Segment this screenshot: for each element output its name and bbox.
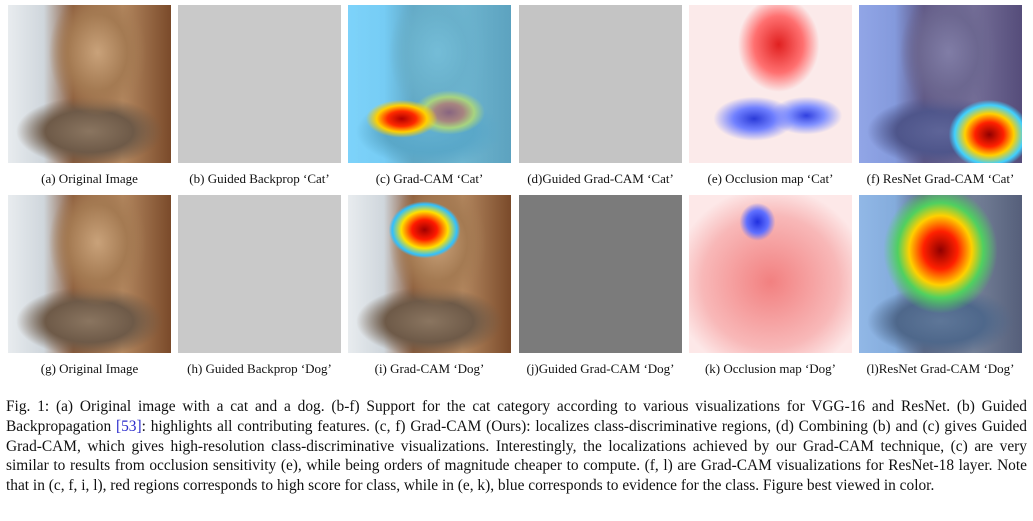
panel-image bbox=[348, 195, 511, 353]
heatmap-overlay bbox=[859, 5, 1022, 163]
panel-caption: (f) ResNet Grad-CAM ‘Cat’ bbox=[866, 171, 1015, 186]
panel-image bbox=[519, 195, 682, 353]
panel-caption: (h) Guided Backprop ‘Dog’ bbox=[187, 361, 332, 376]
panel-caption: (b) Guided Backprop ‘Cat’ bbox=[189, 171, 330, 186]
panel-caption: (l)ResNet Grad-CAM ‘Dog’ bbox=[866, 361, 1015, 376]
panel-caption: (g) Original Image bbox=[40, 361, 139, 376]
panel: (c) Grad-CAM ‘Cat’ bbox=[348, 5, 511, 187]
panel: (e) Occlusion map ‘Cat’ bbox=[689, 5, 852, 187]
panel-image bbox=[178, 195, 341, 353]
citation-link[interactable]: [53] bbox=[115, 417, 142, 435]
panel-caption: (d)Guided Grad-CAM ‘Cat’ bbox=[527, 171, 674, 186]
panel-image bbox=[859, 5, 1022, 163]
caption-text: Fig. 1: (a) Original image with a cat an… bbox=[6, 398, 1027, 435]
figure-caption: Fig. 1: (a) Original image with a cat an… bbox=[6, 397, 1027, 495]
panel-caption: (j)Guided Grad-CAM ‘Dog’ bbox=[526, 361, 675, 376]
heatmap-overlay bbox=[348, 195, 511, 353]
panel: (j)Guided Grad-CAM ‘Dog’ bbox=[519, 195, 682, 377]
panel-caption: (c) Grad-CAM ‘Cat’ bbox=[375, 171, 484, 186]
panel-caption: (a) Original Image bbox=[41, 171, 138, 186]
panel: (f) ResNet Grad-CAM ‘Cat’ bbox=[859, 5, 1022, 187]
panel: (k) Occlusion map ‘Dog’ bbox=[689, 195, 852, 377]
panel-caption: (i) Grad-CAM ‘Dog’ bbox=[374, 361, 485, 376]
panel-caption: (k) Occlusion map ‘Dog’ bbox=[704, 361, 837, 376]
panel: (d)Guided Grad-CAM ‘Cat’ bbox=[519, 5, 682, 187]
panel: (b) Guided Backprop ‘Cat’ bbox=[178, 5, 341, 187]
panel-caption: (e) Occlusion map ‘Cat’ bbox=[707, 171, 834, 186]
heatmap-overlay bbox=[348, 5, 511, 163]
panel-image bbox=[519, 5, 682, 163]
heatmap-overlay bbox=[859, 195, 1022, 353]
panel: (g) Original Image bbox=[8, 195, 171, 377]
panel: (l)ResNet Grad-CAM ‘Dog’ bbox=[859, 195, 1022, 377]
panel: (i) Grad-CAM ‘Dog’ bbox=[348, 195, 511, 377]
caption-text: : highlights all contributing features. … bbox=[6, 417, 1027, 494]
panel-image bbox=[689, 195, 852, 353]
panel: (a) Original Image bbox=[8, 5, 171, 187]
panel-image bbox=[859, 195, 1022, 353]
panel-image bbox=[689, 5, 852, 163]
panel: (h) Guided Backprop ‘Dog’ bbox=[178, 195, 341, 377]
panel-image bbox=[178, 5, 341, 163]
panel-image bbox=[8, 5, 171, 163]
panel-image bbox=[348, 5, 511, 163]
panel-image bbox=[8, 195, 171, 353]
